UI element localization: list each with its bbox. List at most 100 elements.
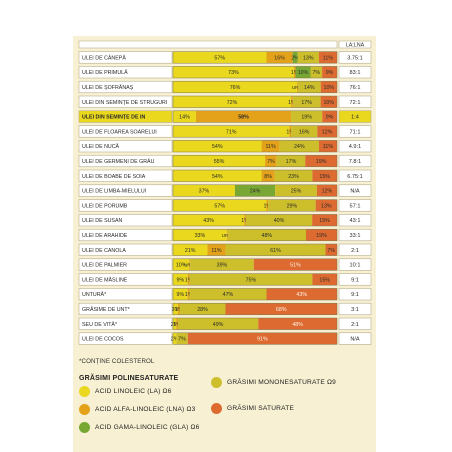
row-label: ULEI DE MĂSLINE: [82, 276, 128, 283]
bar-segment-sat: [317, 125, 337, 138]
row-label-cell: [78, 199, 173, 212]
row-label-cell: [78, 169, 173, 182]
bar-segment-sat: [316, 184, 337, 197]
bar-segment-mono: [275, 184, 317, 197]
bar-value-label: 7%: [327, 248, 335, 254]
bar-value-label: 14%: [179, 115, 190, 121]
bar-value-label: 1%: [185, 277, 193, 283]
bar-segment-lna: [187, 273, 190, 286]
ratio-cell: [338, 154, 372, 168]
bar-segment-lna: [261, 170, 275, 182]
bar-segment-mono: [227, 229, 306, 241]
ratio-cell: [338, 273, 372, 286]
bar-outline: [172, 273, 338, 286]
bar-segment-sat: [312, 170, 337, 182]
bar-value-label: 16%: [274, 55, 285, 61]
bar-segment-la: [173, 229, 227, 241]
bar-value-label: 7%: [312, 70, 320, 76]
bar-segment-mono: [279, 140, 319, 152]
bar-segment-lna: [187, 288, 190, 300]
bar-segment-lna: [226, 229, 228, 241]
bar-value-label: 9%: [177, 292, 185, 298]
bar-segment-mono: [268, 199, 316, 212]
bar-outline: [172, 302, 338, 316]
bar-segment-mono: [225, 244, 326, 256]
bar-outline: [172, 332, 338, 345]
bar-value-label: 10%: [298, 70, 309, 76]
bar-segment-la: [173, 96, 292, 108]
bar-outline: [172, 154, 338, 168]
bar-segment-sat: [325, 244, 337, 256]
bar-outline: [172, 140, 338, 153]
row-label-cell: [78, 140, 173, 153]
bar-value-label: 51%: [290, 263, 301, 269]
ratio-cell: [338, 258, 372, 271]
ratio-value: 1:4: [351, 115, 359, 121]
bar-segment-sat: [258, 318, 337, 330]
row-label-cell: [78, 317, 173, 330]
row-label: ULEI DE CANOLA: [82, 248, 126, 254]
bar-value-label: 7%: [178, 337, 186, 343]
header-strip: [78, 40, 338, 49]
ratio-value: N/A: [350, 189, 360, 195]
ratio-value: 72:1: [350, 100, 361, 106]
ratio-cell: [338, 302, 372, 316]
bar-value-label: 10%: [323, 100, 334, 106]
bar-segment-lna: [207, 244, 226, 256]
bar-value-label: 7%: [267, 159, 275, 165]
bar-value-label: 1%: [241, 218, 249, 224]
ratio-cell: [338, 140, 372, 153]
bar-outline: [172, 214, 338, 227]
row-label: ULEI DE PALMIER: [82, 263, 127, 269]
bar-value-label: 19%: [316, 159, 327, 165]
row-label: SEU DE VITĂ*: [82, 321, 117, 328]
bar-segment-gla: [292, 51, 298, 64]
bar-segment-la: [173, 318, 177, 330]
row-label-cell: [78, 228, 173, 242]
bar-value-label: 13%: [303, 55, 314, 61]
bar-value-label: 37%: [199, 189, 210, 195]
ratio-value: 2:1: [351, 248, 359, 254]
ratio-cell: [338, 95, 372, 108]
bar-value-label: 91%: [257, 337, 268, 343]
bar-value-label: 43%: [203, 218, 214, 224]
bar-value-label: 2%: [171, 322, 179, 328]
bar-segment-la: [173, 81, 298, 93]
bar-segment-gla: [234, 184, 276, 197]
legend-item-sat: GRĂSIMI SATURATE: [211, 403, 294, 414]
bar-value-label: 10%: [324, 85, 335, 91]
bar-segment-la: [173, 51, 267, 64]
ratio-value: 57:1: [350, 203, 361, 209]
bar-segment-sat: [315, 199, 337, 212]
ratio-value: 10:1: [350, 263, 361, 269]
row-label: ULEI DE PORUMB: [82, 203, 128, 209]
legend-swatch-mono: [211, 377, 222, 388]
bar-segment-sat: [320, 96, 337, 108]
bar-segment-mono: [176, 332, 188, 345]
legend-item-la: ACID LINOLEIC (LA) Ω6: [79, 386, 172, 397]
bar-value-label: 57%: [214, 203, 225, 209]
ratio-value: 2:1: [351, 322, 359, 328]
bar-value-label: 12%: [322, 129, 333, 135]
ratio-cell: [338, 125, 372, 138]
row-label: ULEI DE CÂNEPĂ: [82, 54, 126, 61]
ratio-value: 9:1: [351, 277, 359, 283]
legend-label-mono: GRĂSIMI MONONESATURATE Ω9: [227, 379, 336, 386]
bar-segment-la: [173, 288, 188, 300]
legend-swatch-sat: [211, 403, 222, 414]
bar-value-label: 33%: [195, 233, 206, 239]
bar-segment-mono: [189, 273, 313, 286]
ratio-cell: [338, 80, 372, 94]
bar-outline: [172, 95, 338, 108]
row-label: ULEI DE COCOS: [82, 337, 124, 343]
bar-value-label: 9%: [326, 115, 334, 121]
row-label-cell: [78, 154, 173, 168]
row-label-cell: [78, 80, 173, 94]
bar-outline: [172, 243, 338, 256]
legend-item-gla: ACID GAMA-LINOLEIC (GLA) Ω6: [79, 422, 200, 433]
bar-value-label: 75%: [246, 277, 257, 283]
bar-segment-mono: [276, 155, 306, 167]
row-label-cell: [78, 214, 173, 227]
bar-segment-lna: [293, 66, 296, 78]
bar-value-label: 16%: [299, 129, 310, 135]
